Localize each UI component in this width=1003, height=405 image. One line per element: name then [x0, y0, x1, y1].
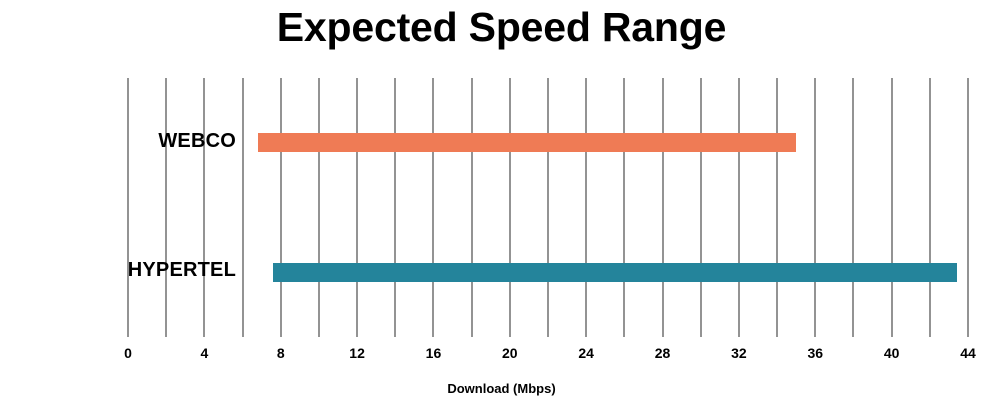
x-tick-label: 32	[731, 345, 747, 361]
gridline	[317, 78, 320, 337]
gridline	[241, 78, 244, 337]
x-tick-label: 16	[425, 345, 442, 361]
range-bar-webco[interactable]	[257, 133, 797, 153]
x-tick-label: 8	[276, 345, 285, 361]
gridline	[279, 78, 282, 337]
gridline	[394, 78, 397, 337]
gridline	[890, 78, 893, 337]
gridline	[623, 78, 626, 337]
gridline	[776, 78, 779, 337]
gridline	[508, 78, 511, 337]
gridline	[127, 78, 129, 337]
x-axis-title: Download (Mbps)	[447, 381, 556, 396]
plot-area: WEBCO HYPERTEL	[127, 78, 969, 337]
gridline	[165, 78, 168, 337]
category-axis-labels: WEBCO HYPERTEL	[36, 78, 236, 337]
gridline	[967, 78, 969, 337]
gridline	[852, 78, 855, 337]
chart-title: Expected Speed Range	[276, 4, 727, 50]
gridline	[203, 78, 206, 337]
gridline	[814, 78, 817, 337]
gridline	[470, 78, 473, 337]
x-tick-label: 40	[883, 345, 900, 361]
x-tick-label: 12	[349, 345, 365, 361]
gridline	[547, 78, 549, 337]
gridline	[699, 78, 702, 337]
x-tick-label: 0	[124, 345, 132, 361]
gridline	[432, 78, 435, 337]
x-tick-label: 28	[654, 345, 671, 361]
x-tick-label: 36	[807, 345, 824, 361]
gridline	[661, 78, 664, 337]
gridline	[928, 78, 931, 337]
x-tick-label: 24	[578, 345, 594, 361]
gridline	[737, 78, 740, 337]
gridline	[585, 78, 588, 337]
category-label-hypertel: HYPERTEL	[127, 259, 236, 282]
range-bar-hypertel[interactable]	[273, 262, 957, 282]
category-label-webco: WEBCO	[158, 129, 236, 152]
x-tick-label: 20	[502, 345, 518, 361]
x-tick-label: 44	[960, 345, 976, 361]
gridline	[356, 78, 359, 337]
x-tick-label: 4	[200, 345, 209, 361]
